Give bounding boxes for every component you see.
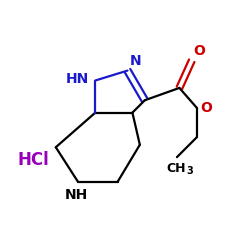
Text: NH: NH	[65, 188, 88, 202]
Text: N: N	[130, 54, 141, 68]
Text: O: O	[200, 101, 212, 115]
Text: HCl: HCl	[18, 150, 50, 168]
Text: O: O	[193, 44, 205, 58]
Text: HN: HN	[66, 72, 89, 86]
Text: 3: 3	[186, 166, 193, 176]
Text: CH: CH	[166, 162, 186, 175]
